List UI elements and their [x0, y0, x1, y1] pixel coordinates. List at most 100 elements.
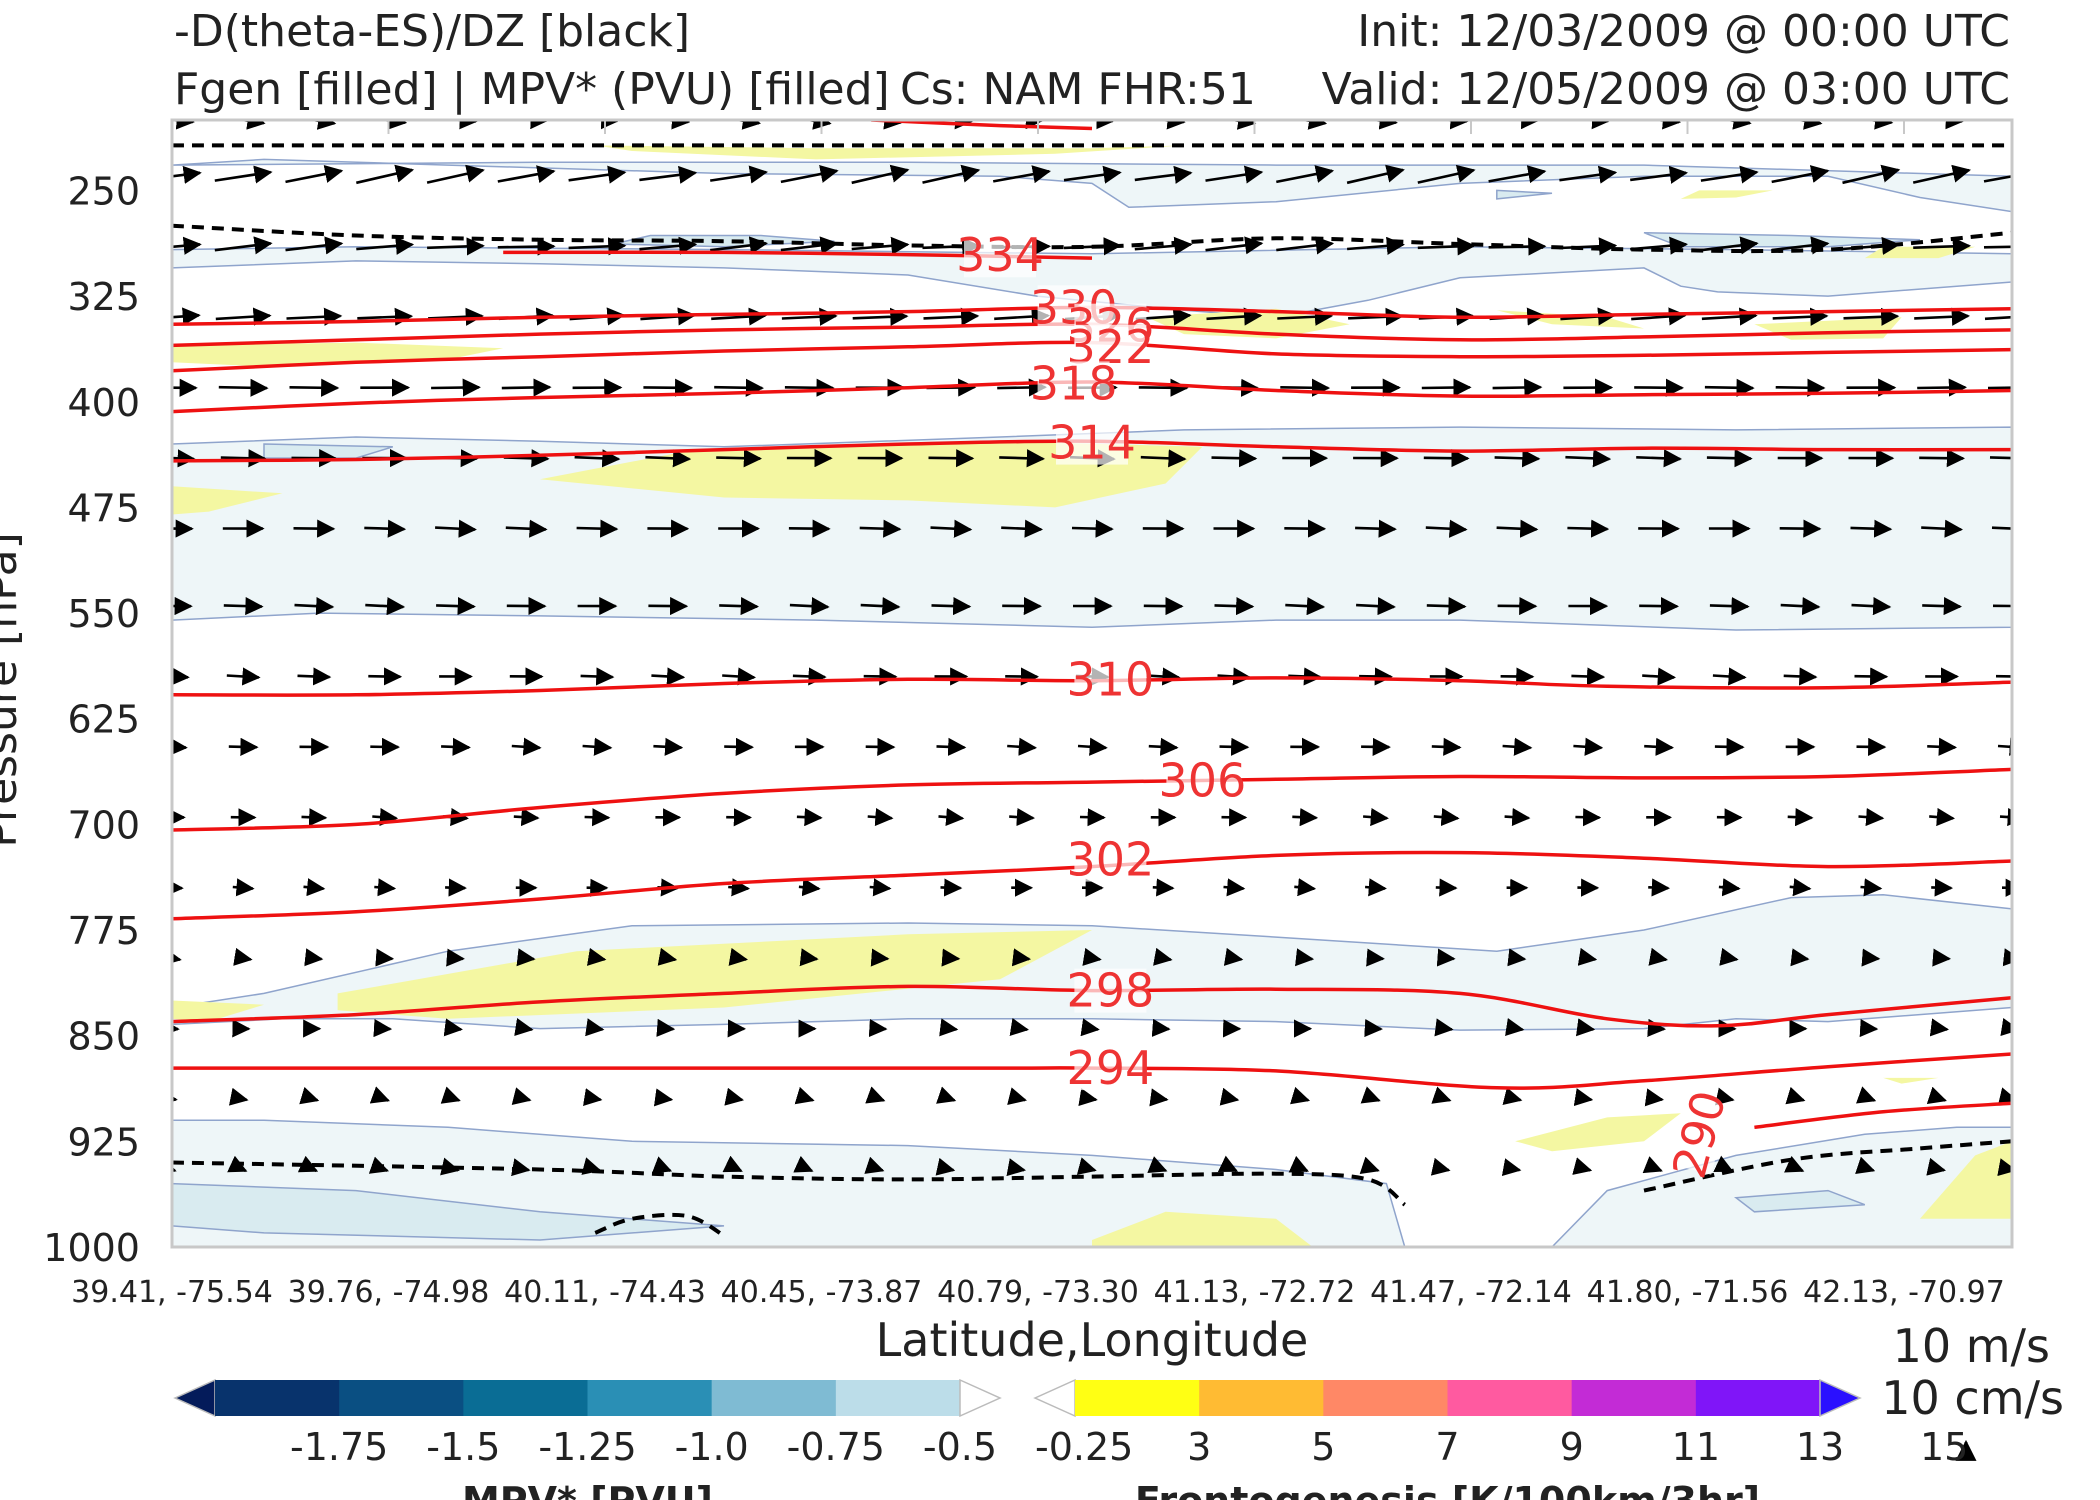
fgen-region-13: [1092, 1211, 1313, 1247]
wind-vector: [514, 1018, 534, 1037]
contour-label: 294: [1066, 1041, 1154, 1095]
wind-vector: [172, 1156, 177, 1174]
wind-vector: [1217, 1155, 1239, 1173]
wind-vector: [1430, 1157, 1451, 1176]
wind-vector: [1790, 948, 1810, 967]
x-axis-label: Latitude,Longitude: [876, 1313, 1309, 1367]
wind-vector: [1285, 597, 1326, 616]
wind-vector: [172, 737, 188, 756]
wind-vector: [935, 1157, 956, 1176]
contour-label-bg: [1056, 420, 1128, 465]
wind-vector: [1277, 307, 1334, 326]
wind-vector: [497, 165, 556, 184]
wind-vector: [1152, 878, 1175, 897]
wind-vector: [2000, 1018, 2012, 1037]
wind-vector: [1078, 1088, 1098, 1107]
wind-vector: [1219, 1087, 1240, 1106]
wind-vector: [513, 807, 540, 827]
wind-vector: [582, 1088, 603, 1107]
wind-vector: [1346, 164, 1405, 185]
wind-vector: [1435, 878, 1458, 897]
wind-vector: [1630, 165, 1689, 184]
wind-vector: [356, 236, 415, 255]
wind-vector: [651, 1156, 673, 1174]
contour-label: 306: [1158, 754, 1246, 808]
wind-vector: [172, 878, 184, 897]
wind-vector: [299, 1086, 320, 1105]
y-tick-label: 1000: [43, 1226, 140, 1270]
wind-vector: [1276, 165, 1335, 184]
wind-vector: [505, 519, 548, 538]
mpv-region-0: [172, 158, 2012, 213]
wind-vector: [584, 808, 611, 827]
wind-vector: [580, 667, 615, 686]
wind-vector: [722, 667, 757, 686]
wind-vector: [431, 378, 481, 397]
wind-vector: [1984, 315, 2012, 321]
wind-vector: [724, 737, 755, 756]
wind-vector: [301, 808, 328, 827]
contour-label-bg: [1037, 361, 1110, 406]
wind-vector: [710, 165, 768, 184]
theta-contour-290: [1754, 1101, 2012, 1130]
colorbar-segment: [587, 1380, 713, 1416]
wind-vector: [214, 165, 273, 184]
wind-vector: [294, 597, 335, 616]
wind-vector: [1860, 878, 1883, 897]
wind-vector: [1494, 449, 1541, 468]
wind-vector: [1644, 737, 1675, 756]
wind-vector: [1785, 1086, 1806, 1105]
wind-vector: [441, 737, 471, 756]
wind-vector: [870, 948, 890, 967]
theta-es-contour-15: [172, 1160, 1407, 1207]
colorbar-segment: [1571, 1380, 1697, 1416]
colorbar-segment: [1075, 1380, 1200, 1416]
wind-vector: [1151, 1018, 1171, 1037]
wind-vector: [1647, 1018, 1667, 1037]
wind-vector: [1134, 165, 1193, 184]
wind-vector: [1082, 947, 1102, 966]
wind-vector: [372, 807, 399, 827]
wind-vector: [1775, 378, 1826, 397]
wind-vector: [1292, 808, 1319, 827]
wind-vector: [1787, 808, 1814, 827]
wind-vector: [1921, 519, 1964, 538]
contour-label-bg: [964, 233, 1036, 278]
wind-vector: [1001, 519, 1044, 538]
fgen-region-7: [1680, 190, 1773, 199]
wind-vector: [1147, 1156, 1168, 1174]
wind-vector: [1565, 449, 1612, 468]
wind-vector: [1989, 456, 2012, 460]
y-tick-label: 250: [67, 169, 140, 213]
y-tick-label: 850: [67, 1015, 140, 1059]
wind-vector: [1359, 1156, 1380, 1174]
wind-vector: [939, 1018, 959, 1037]
colorbar-tick-label: 13: [1796, 1425, 1844, 1469]
wind-vector: [1436, 948, 1456, 967]
wind-vector: [639, 165, 698, 184]
colorbar-segment: [1323, 1380, 1448, 1416]
wind-vector: [1648, 947, 1668, 966]
contour-label: 298: [1066, 964, 1154, 1018]
wind-vector: [1644, 1088, 1665, 1107]
wind-vector: [1999, 807, 2012, 827]
wind-vector: [233, 947, 253, 966]
wind-vector: [1983, 175, 2012, 183]
x-tick-label: 40.45, -73.87: [721, 1275, 923, 1310]
wind-vector: [1851, 597, 1892, 616]
wind-vector: [714, 378, 765, 397]
wind-vector: [443, 1018, 463, 1037]
colorbar-segment: [463, 1380, 588, 1416]
colorbar-segment: [1447, 1380, 1573, 1416]
y-axis-label: Pressure [hPa]: [0, 532, 27, 848]
wind-vector: [1289, 1086, 1311, 1105]
wind-vector: [297, 667, 332, 686]
wind-vector: [1997, 737, 2012, 756]
wind-vector: [928, 449, 975, 468]
wind-vector: [1080, 1018, 1100, 1037]
wind-vector: [218, 378, 269, 397]
colorbar-tick-label: 15: [1920, 1425, 1968, 1469]
contour-label-bg: [1074, 968, 1147, 1013]
wind-vector: [1719, 947, 1739, 966]
wind-vector: [1007, 1087, 1027, 1105]
